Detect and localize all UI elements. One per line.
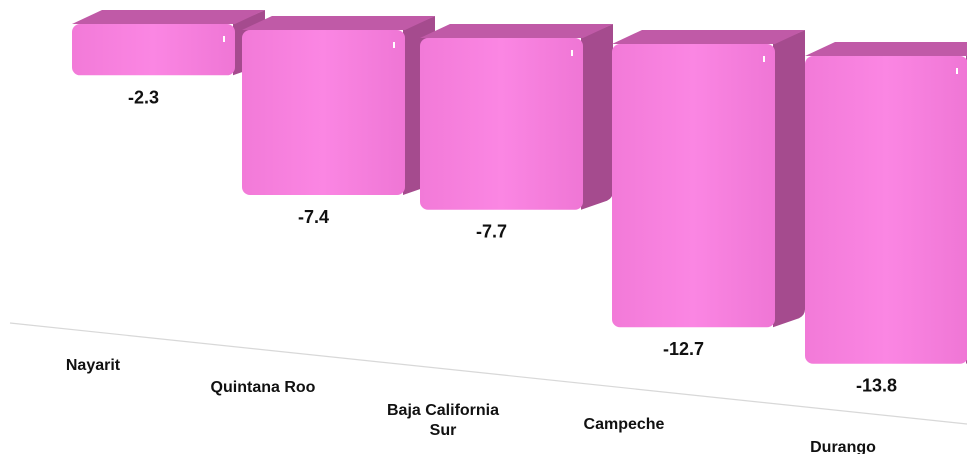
bar-highlight — [956, 68, 958, 74]
value-label: -12.7 — [663, 339, 704, 359]
category-label: Baja California Sur — [387, 402, 499, 439]
value-label: -13.8 — [856, 376, 897, 396]
bar — [420, 38, 583, 210]
bar-top — [72, 10, 265, 24]
bar — [242, 30, 405, 196]
category-label: Quintana Roo — [211, 379, 316, 396]
category-label: Durango — [810, 439, 876, 454]
bar — [72, 24, 235, 76]
bar-highlight — [763, 56, 765, 62]
value-label: -7.7 — [476, 222, 507, 242]
bar-top — [420, 24, 613, 38]
category-label: Campeche — [584, 416, 665, 433]
bar-top — [242, 16, 435, 30]
category-label: Nayarit — [66, 357, 121, 374]
bar-highlight — [223, 36, 225, 42]
bar-top — [805, 42, 967, 56]
bar-highlight — [393, 42, 395, 48]
bar-highlight — [571, 50, 573, 56]
value-label: -2.3 — [128, 87, 159, 107]
bar-side — [773, 30, 805, 328]
bar-side — [581, 24, 613, 210]
bar — [805, 56, 967, 364]
x-axis-line — [9, 322, 967, 425]
value-label: -7.4 — [298, 207, 329, 227]
bar-top — [612, 30, 805, 44]
bar — [612, 44, 775, 328]
